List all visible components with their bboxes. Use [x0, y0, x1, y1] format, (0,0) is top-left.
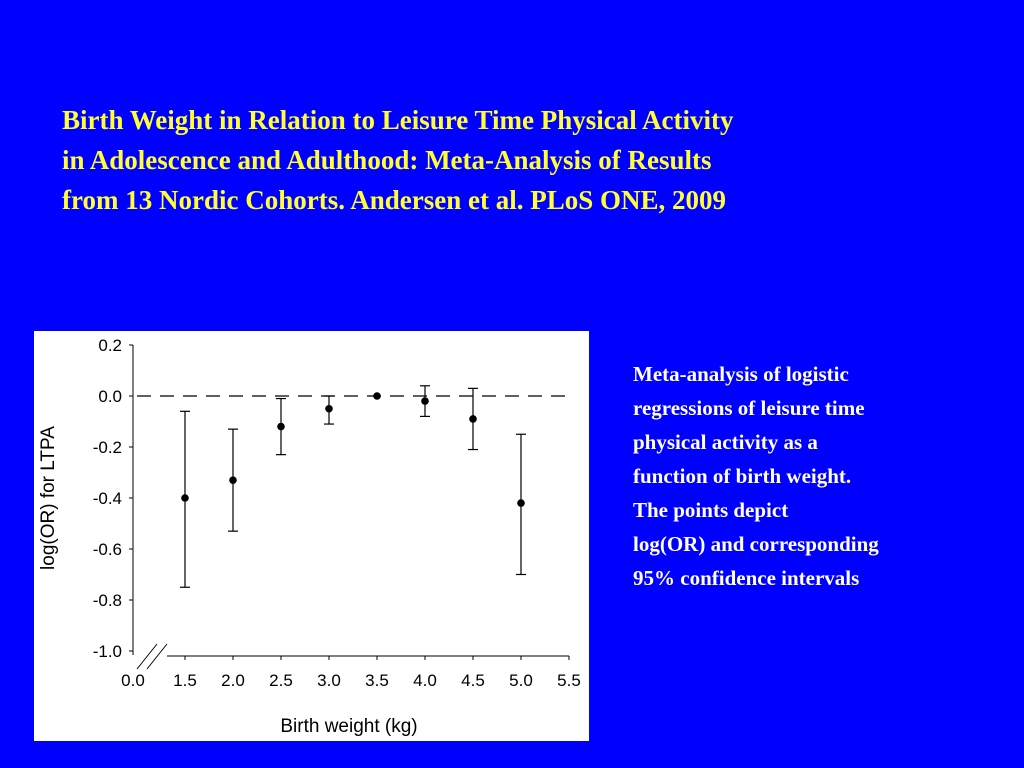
birth-weight-chart: 0.2 0.0 -0.2 -0.4 -0.6 -0.8 -1.0 0.0 1.5 2.0 2.5 3.… — [38, 336, 581, 737]
y-tick-label: -0.8 — [93, 591, 122, 610]
data-point — [517, 499, 525, 507]
x-tick-label: 3.5 — [365, 671, 389, 690]
x-tick-label: 0.0 — [121, 671, 145, 690]
y-tick-label: 0.0 — [98, 387, 122, 406]
y-axis-label: log(OR) for LTPA — [38, 426, 59, 570]
caption-line: 95% confidence intervals — [633, 566, 860, 590]
x-tick-label: 1.5 — [173, 671, 197, 690]
axis-break-mark — [136, 643, 158, 670]
title-line: from 13 Nordic Cohorts. Andersen et al. … — [62, 185, 726, 215]
data-point — [229, 476, 237, 484]
x-axis-label: Birth weight (kg) — [280, 716, 417, 737]
chart-caption: Meta-analysis of logistic regressions of… — [633, 357, 993, 595]
data-point — [325, 404, 333, 413]
x-tick-label: 5.5 — [557, 671, 581, 690]
x-tick-label: 2.0 — [221, 671, 245, 690]
x-tick-label: 2.5 — [269, 671, 293, 690]
data-point — [181, 494, 189, 502]
caption-line: log(OR) and corresponding — [633, 532, 879, 556]
slide-title: Birth Weight in Relation to Leisure Time… — [62, 100, 962, 220]
chart-panel: 0.2 0.0 -0.2 -0.4 -0.6 -0.8 -1.0 0.0 1.5 2.0 2.5 3.… — [34, 331, 589, 741]
data-point — [421, 397, 429, 405]
caption-line: regressions of leisure time — [633, 396, 865, 420]
y-tick-label: -0.2 — [93, 438, 122, 457]
y-tick-label: -1.0 — [93, 642, 122, 661]
y-tick-label: -0.4 — [93, 489, 122, 508]
x-tick-label: 4.5 — [461, 671, 485, 690]
caption-line: The points depict — [633, 498, 789, 522]
axis-break-mark — [146, 643, 168, 670]
data-point — [373, 392, 381, 400]
title-line: Birth Weight in Relation to Leisure Time… — [62, 105, 734, 135]
caption-line: physical activity as a — [633, 430, 818, 454]
x-tick-label: 3.0 — [317, 671, 341, 690]
title-line: in Adolescence and Adulthood: Meta-Analy… — [62, 145, 712, 175]
y-tick-label: 0.2 — [98, 336, 122, 355]
x-tick-label: 4.0 — [413, 671, 437, 690]
caption-line: Meta-analysis of logistic — [633, 362, 849, 386]
data-point — [469, 415, 477, 423]
caption-line: function of birth weight. — [633, 464, 852, 488]
data-point — [277, 422, 285, 431]
y-tick-label: -0.6 — [93, 540, 122, 559]
x-tick-label: 5.0 — [509, 671, 533, 690]
